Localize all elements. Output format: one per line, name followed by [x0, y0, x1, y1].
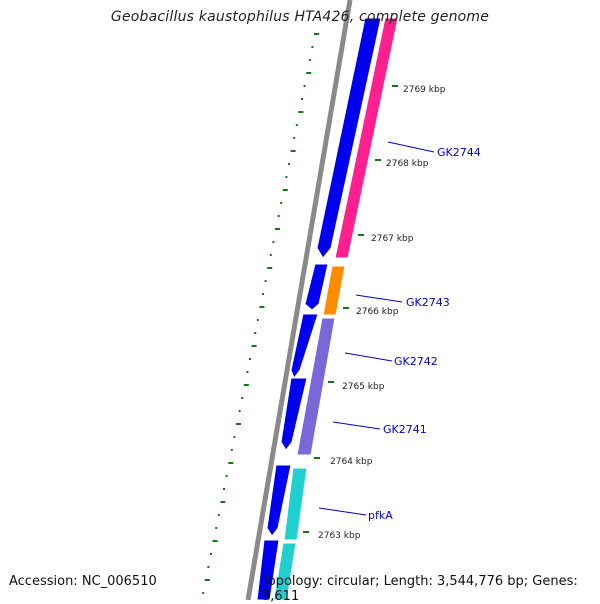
scale-label: 2763 kbp	[318, 531, 361, 541]
backbone-line	[245, 0, 353, 600]
cds-feature	[334, 17, 399, 259]
scale-label: 2768 kbp	[386, 159, 429, 169]
scale-label: 2767 kbp	[371, 234, 414, 244]
scale-label: 2766 kbp	[356, 307, 399, 317]
cds-feature	[266, 464, 292, 537]
gc-skew-track	[202, 33, 319, 594]
scale-label: 2765 kbp	[342, 382, 385, 392]
cds-feature	[322, 265, 346, 316]
gene-label-leader	[332, 421, 381, 430]
gene-labels: GK2744 GK2743 GK2742 GK2741 pfkA	[318, 141, 481, 522]
map-title: Geobacillus kaustophilus HTA426, complet…	[110, 9, 490, 25]
cds-feature	[280, 377, 308, 451]
accession-label: Accession: NC_006510	[9, 574, 157, 589]
cds-feature	[273, 542, 297, 600]
cds-feature	[256, 539, 280, 600]
cds-feature	[304, 263, 329, 311]
cds-feature	[316, 17, 382, 259]
gene-label: GK2743	[406, 296, 450, 309]
gene-label-leader	[344, 352, 393, 362]
cds-track	[256, 17, 399, 600]
gene-label-leader	[387, 141, 435, 153]
gene-label-leader	[355, 294, 403, 303]
gene-label-leader	[318, 507, 367, 516]
scale-label: 2764 kbp	[330, 457, 373, 467]
cds-feature	[290, 313, 319, 380]
gene-label: pfkA	[368, 509, 393, 522]
scale-label: 2769 kbp	[403, 85, 446, 95]
gene-label: GK2744	[437, 146, 481, 159]
cds-feature	[283, 467, 308, 541]
gene-label: GK2741	[383, 423, 427, 436]
scale-track: 2769 kbp 2768 kbp 2767 kbp 2766 kbp 2765 kbp…	[303, 85, 446, 541]
gene-label: GK2742	[394, 355, 438, 368]
cds-feature	[296, 317, 336, 456]
